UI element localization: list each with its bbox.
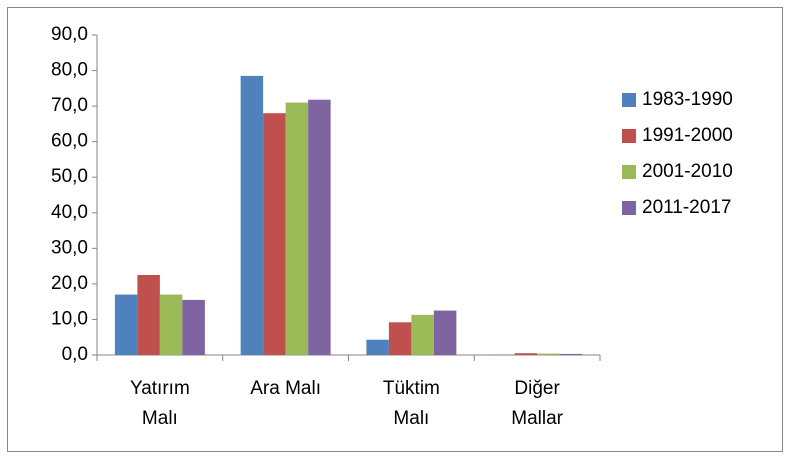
y-tick-label: 40,0	[51, 202, 88, 223]
y-tick-label: 30,0	[51, 237, 88, 258]
legend-swatch	[622, 201, 636, 215]
bar	[160, 295, 183, 355]
x-tick-label: Ara Malı	[250, 378, 321, 399]
y-tick-label: 0,0	[62, 344, 88, 365]
bar	[286, 103, 309, 355]
y-tick-label: 10,0	[51, 308, 88, 329]
legend-label: 2011-2017	[642, 197, 731, 218]
y-tick-label: 90,0	[51, 24, 88, 45]
bar	[537, 354, 560, 355]
bar	[308, 100, 331, 355]
bar	[434, 311, 457, 355]
bar	[182, 300, 205, 355]
bar	[411, 315, 434, 355]
legend-swatch	[622, 165, 636, 179]
bar	[115, 295, 138, 355]
y-tick-label: 70,0	[51, 95, 88, 116]
bar	[241, 76, 264, 355]
bar	[366, 340, 389, 355]
y-tick-label: 60,0	[51, 131, 88, 152]
bar	[137, 275, 160, 355]
legend-label: 1991-2000	[642, 125, 733, 146]
bar	[515, 353, 538, 355]
legend-swatch	[622, 93, 636, 107]
bar	[560, 354, 583, 355]
y-tick-label: 50,0	[51, 166, 88, 187]
y-tick-label: 80,0	[51, 60, 88, 81]
y-tick-label: 20,0	[51, 273, 88, 294]
legend-label: 2001-2010	[642, 161, 733, 182]
bar	[263, 113, 286, 355]
bar	[389, 322, 412, 355]
legend-label: 1983-1990	[642, 89, 733, 110]
legend-swatch	[622, 129, 636, 143]
